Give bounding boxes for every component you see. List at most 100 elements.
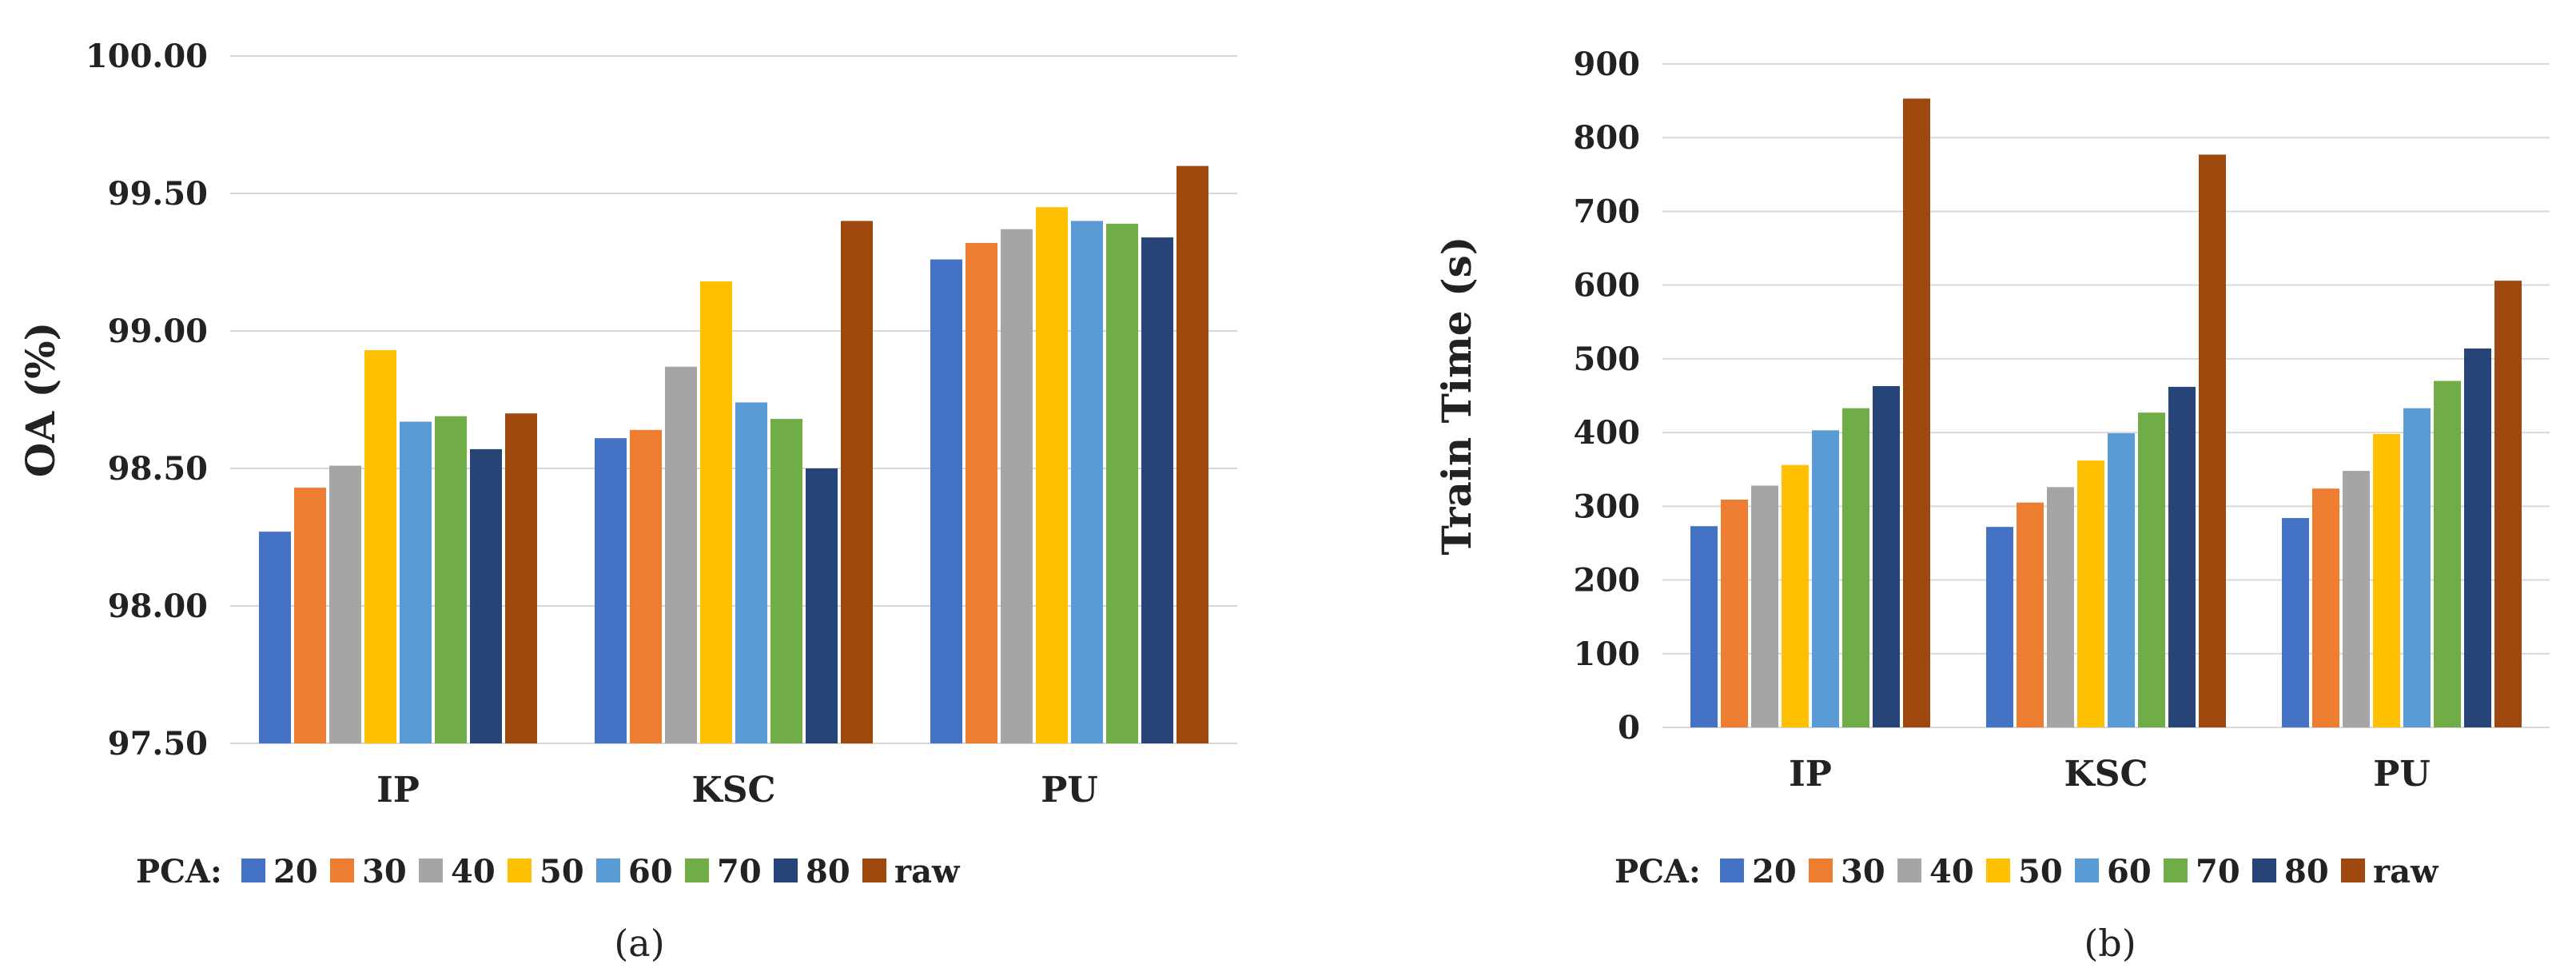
bar-pu-50	[1036, 207, 1068, 743]
bar-ksc-50	[2077, 460, 2104, 727]
bar-pu-40	[1001, 229, 1033, 744]
legend-label-70: 70	[717, 853, 762, 890]
legend-swatch-70	[2164, 858, 2188, 882]
legend-label-60: 60	[628, 853, 673, 890]
chart-a-oa: 97.50 98.00 98.50 99.00 99.50 100.00 OA (%) IP K…	[17, 38, 1237, 965]
y-tick-label: 700	[1574, 193, 1641, 230]
bar-ksc-raw	[2199, 154, 2226, 727]
bar-pu-60	[1071, 221, 1103, 743]
legend-title: PCA:	[1614, 853, 1701, 890]
bar-pu-70	[1106, 223, 1138, 744]
legend-label-30: 30	[362, 853, 407, 890]
y-tick-label: 900	[1574, 46, 1641, 83]
bar-pu-30	[966, 242, 997, 743]
legend-swatch-60	[596, 858, 620, 882]
bar-ksc-70	[2138, 412, 2165, 727]
bar-pu-50	[2373, 433, 2400, 727]
legend-swatch-30	[330, 858, 354, 882]
bar-ksc-40	[2047, 487, 2074, 727]
bar-ip-50	[1782, 464, 1809, 727]
legend-swatch-40	[1897, 858, 1921, 882]
legend-swatch-60	[2075, 858, 2099, 882]
y-tick-label: 100.00	[86, 38, 208, 75]
y-tick-label: 0	[1618, 709, 1640, 747]
legend-label-80: 80	[806, 853, 850, 890]
legend-label-80: 80	[2284, 853, 2329, 890]
x-category-label: KSC	[2064, 754, 2148, 795]
y-tick-label: 100	[1574, 635, 1641, 673]
bar-pu-20	[930, 259, 962, 743]
x-category-label: PU	[2373, 754, 2430, 795]
legend-label-30: 30	[1841, 853, 1885, 890]
legend-label-70: 70	[2196, 853, 2240, 890]
chart-b-train-time: 0 100 200 300 400 500 600 700 800 900 Train Time (…	[1433, 46, 2550, 965]
legend-swatch-80	[774, 858, 798, 882]
bar-ip-raw	[1903, 98, 1930, 728]
legend-label-raw: raw	[2373, 853, 2439, 890]
bar-ksc-80	[2168, 386, 2196, 727]
legend-label-60: 60	[2107, 853, 2152, 890]
y-tick-label: 800	[1574, 119, 1641, 157]
legend-title: PCA:	[136, 853, 222, 890]
y-tick-label: 500	[1574, 341, 1641, 378]
bar-ip-50	[364, 350, 396, 743]
bar-ksc-80	[806, 468, 838, 743]
legend-swatch-80	[2252, 858, 2276, 882]
legend-swatch-raw	[2341, 858, 2365, 882]
bar-ip-40	[329, 465, 361, 743]
bar-pu-80	[1141, 237, 1173, 743]
bar-ip-30	[1721, 500, 1748, 727]
bar-ksc-60	[2108, 433, 2135, 727]
bar-ip-20	[259, 532, 291, 743]
bar-pu-30	[2312, 488, 2339, 727]
x-category-label: IP	[1789, 754, 1832, 795]
legend-swatch-30	[1809, 858, 1833, 882]
legend-label-20: 20	[1752, 853, 1797, 890]
bar-ksc-60	[735, 402, 767, 743]
bar-ksc-20	[1986, 527, 2013, 727]
bar-pu-raw	[1177, 165, 1208, 744]
bar-ksc-30	[2017, 502, 2044, 727]
bar-pu-70	[2434, 380, 2461, 727]
bar-pu-60	[2403, 408, 2431, 727]
bar-ksc-20	[595, 438, 627, 743]
y-tick-label: 200	[1574, 562, 1641, 600]
legend-swatch-20	[241, 858, 265, 882]
bar-pu-80	[2464, 348, 2491, 727]
bar-ip-raw	[505, 413, 537, 743]
bar-pu-raw	[2494, 281, 2522, 728]
figure-caption: (b)	[2084, 922, 2136, 965]
legend-swatch-50	[508, 858, 532, 882]
bar-pu-20	[2282, 518, 2309, 727]
legend-label-40: 40	[1929, 853, 1974, 890]
legend-label-20: 20	[273, 853, 318, 890]
y-tick-label: 99.00	[108, 313, 208, 350]
bar-ip-70	[1842, 408, 1869, 727]
x-category-label: PU	[1041, 770, 1097, 811]
y-tick-label: 98.50	[108, 450, 208, 488]
bar-ksc-40	[665, 366, 697, 743]
bar-ip-30	[294, 488, 326, 743]
bar-ip-80	[1873, 386, 1900, 727]
legend-label-40: 40	[451, 853, 496, 890]
bar-ksc-raw	[841, 221, 873, 743]
bar-ip-80	[470, 448, 502, 743]
legend-swatch-40	[419, 858, 443, 882]
y-tick-label: 97.50	[108, 725, 208, 763]
bar-ip-60	[400, 421, 432, 743]
y-tick-label: 400	[1574, 414, 1641, 452]
legend-label-raw: raw	[894, 853, 961, 890]
bar-ksc-70	[770, 419, 802, 743]
x-category-label: IP	[376, 770, 420, 811]
y-tick-label: 99.50	[108, 175, 208, 213]
y-axis-label: OA (%)	[17, 322, 64, 478]
legend-swatch-50	[1986, 858, 2010, 882]
bar-ip-70	[435, 416, 467, 743]
bar-ip-20	[1690, 526, 1718, 727]
figure-caption: (a)	[614, 922, 664, 965]
bar-ip-40	[1751, 485, 1778, 727]
legend-swatch-raw	[862, 858, 886, 882]
bar-ksc-30	[630, 429, 662, 743]
y-tick-label: 98.00	[108, 588, 208, 625]
